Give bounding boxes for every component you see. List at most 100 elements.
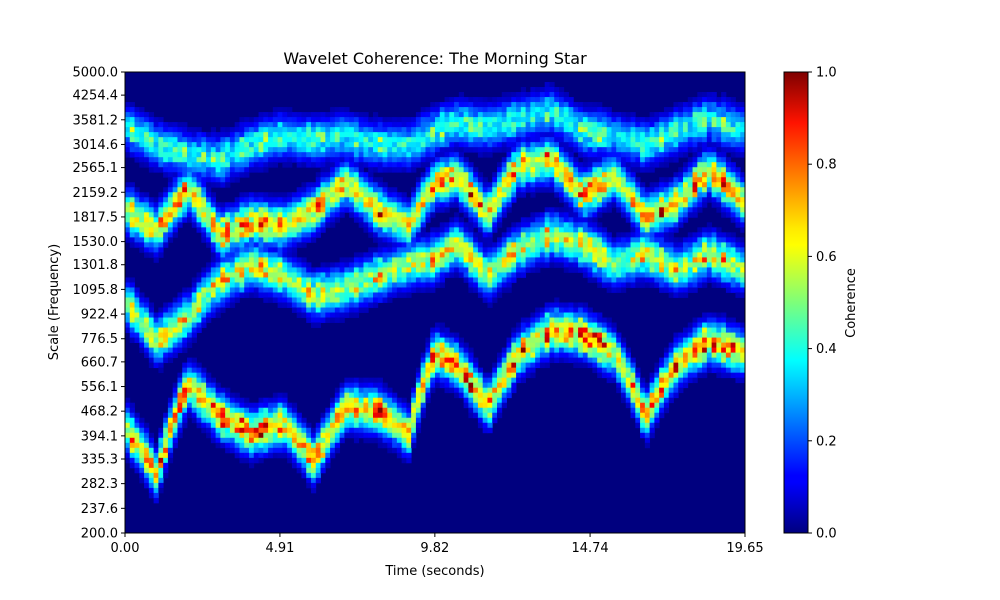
heatmap-cell (125, 292, 131, 298)
heatmap-cell (129, 422, 135, 429)
heatmap-cell (325, 287, 331, 293)
heatmap-cell (559, 207, 565, 213)
heatmap-cell (554, 307, 560, 313)
heatmap-cell (530, 152, 536, 158)
heatmap-cell (616, 387, 622, 394)
heatmap-cell (225, 267, 231, 273)
heatmap-cell (597, 322, 603, 328)
heatmap-cell (401, 152, 407, 158)
heatmap-cell (592, 262, 598, 268)
heatmap-cell (497, 392, 503, 399)
heatmap-cell (573, 327, 579, 333)
heatmap-cell (492, 277, 498, 283)
heatmap-cell (134, 232, 140, 238)
heatmap-cell (587, 267, 593, 273)
heatmap-cell (325, 152, 331, 158)
heatmap-cell (549, 107, 555, 113)
heatmap-cell (444, 262, 450, 268)
heatmap-cell (606, 192, 612, 198)
heatmap-cell (330, 127, 336, 133)
heatmap-cell (621, 392, 627, 399)
heatmap-cell (625, 252, 631, 258)
heatmap-cell (234, 452, 240, 459)
heatmap-cell (492, 172, 498, 178)
heatmap-cell (482, 197, 488, 203)
heatmap-cell (272, 137, 279, 143)
heatmap-cell (320, 307, 326, 313)
heatmap-cell (611, 147, 617, 153)
heatmap-cell (339, 172, 345, 178)
heatmap-cell (401, 262, 407, 268)
heatmap-cell (487, 382, 493, 389)
heatmap-cell (153, 197, 159, 203)
heatmap-cell (229, 277, 236, 283)
heatmap-cell (482, 187, 488, 193)
heatmap-cell (516, 367, 522, 374)
heatmap-cell (320, 172, 326, 178)
heatmap-cell (282, 257, 288, 263)
heatmap-cell (444, 172, 450, 178)
heatmap-cell (167, 337, 174, 343)
heatmap-cell (597, 312, 603, 318)
heatmap-cell (477, 117, 484, 123)
heatmap-cell (621, 282, 627, 288)
heatmap-cell (134, 467, 140, 474)
heatmap-cell (573, 307, 579, 313)
heatmap-cell (234, 447, 240, 454)
heatmap-cell (144, 307, 150, 313)
heatmap-cell (272, 247, 279, 253)
heatmap-cell (554, 157, 560, 163)
heatmap-cell (315, 467, 321, 474)
heatmap-cell (330, 267, 336, 273)
heatmap-cell (215, 312, 221, 318)
heatmap-cell (601, 252, 608, 258)
heatmap-cell (401, 237, 407, 243)
heatmap-cell (454, 102, 460, 108)
heatmap-cell (468, 187, 474, 193)
heatmap-cell (148, 317, 155, 323)
heatmap-cell (249, 417, 255, 424)
heatmap-cell (473, 212, 479, 218)
heatmap-cell (430, 107, 436, 113)
heatmap-cell (568, 192, 574, 198)
heatmap-cell (473, 407, 479, 414)
heatmap-cell (196, 397, 202, 404)
heatmap-cell (625, 392, 631, 399)
heatmap-cell (387, 127, 393, 133)
heatmap-cell (511, 177, 517, 183)
heatmap-cell (430, 132, 436, 138)
heatmap-cell (444, 237, 450, 243)
heatmap-cell (291, 192, 298, 198)
heatmap-cell (520, 192, 527, 198)
heatmap-cell (549, 157, 555, 163)
heatmap-cell (282, 107, 288, 113)
heatmap-cell (368, 392, 374, 399)
heatmap-cell (525, 237, 531, 243)
heatmap-cell (148, 472, 155, 479)
heatmap-cell (573, 317, 579, 323)
heatmap-cell (535, 107, 541, 113)
heatmap-cell (373, 212, 379, 218)
heatmap-cell (606, 147, 612, 153)
heatmap-cell (501, 397, 507, 404)
heatmap-cell (287, 132, 293, 138)
heatmap-cell (296, 122, 302, 128)
heatmap-cell (406, 142, 412, 148)
heatmap-cell (587, 242, 593, 248)
heatmap-cell (601, 192, 608, 198)
heatmap-cell (501, 157, 507, 163)
heatmap-cell (373, 287, 379, 293)
heatmap-cell (163, 432, 169, 439)
heatmap-cell (544, 262, 550, 268)
heatmap-cell (377, 187, 383, 193)
heatmap-cell (458, 252, 465, 258)
heatmap-cell (425, 387, 431, 394)
heatmap-cell (582, 227, 589, 233)
heatmap-cell (463, 377, 469, 384)
heatmap-cell (134, 412, 140, 419)
heatmap-cell (406, 262, 412, 268)
heatmap-cell (320, 262, 326, 268)
heatmap-cell (549, 82, 555, 88)
heatmap-cell (315, 202, 321, 208)
